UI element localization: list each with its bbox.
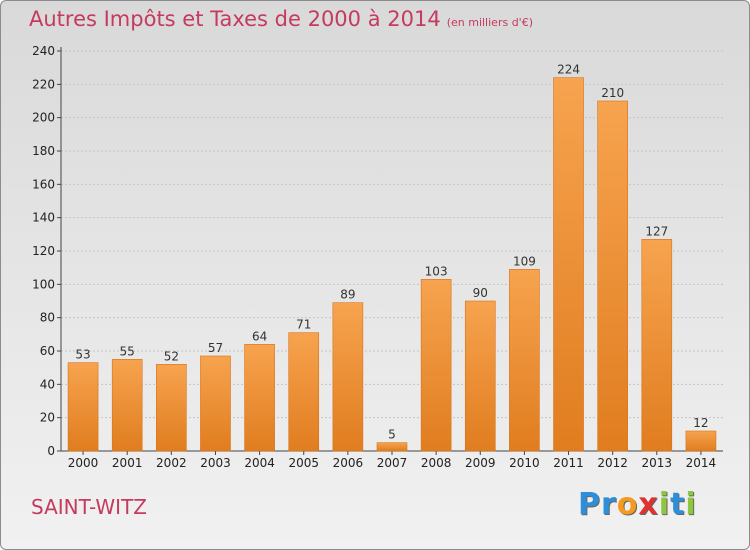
data-label-2000: 53 <box>75 348 90 362</box>
x-tick-label-2007: 2007 <box>377 456 408 470</box>
bars <box>67 77 717 452</box>
x-tick-label-2012: 2012 <box>597 456 628 470</box>
logo-letter: P <box>578 487 601 522</box>
x-tick-label-2014: 2014 <box>686 456 717 470</box>
logo-letter: t <box>670 487 686 522</box>
y-tick-label: 60 <box>40 344 55 358</box>
logo-letter: o <box>616 487 639 522</box>
data-label-2010: 109 <box>513 254 536 268</box>
x-tick-label-2013: 2013 <box>642 456 673 470</box>
y-tick-label: 180 <box>32 144 55 158</box>
x-tick-label-2005: 2005 <box>288 456 319 470</box>
y-tick-label: 40 <box>40 377 55 391</box>
chart-unit: (en milliers d'€) <box>446 16 533 29</box>
data-label-2005: 71 <box>296 318 311 332</box>
y-tick-label: 20 <box>40 411 55 425</box>
logo-letter: i <box>658 487 671 522</box>
data-label-2007: 5 <box>388 428 396 442</box>
bar-2003 <box>200 355 231 452</box>
logo-letter: x <box>638 487 659 522</box>
bar-2006 <box>332 302 364 452</box>
bar-2000 <box>67 362 99 452</box>
data-label-2014: 12 <box>693 416 708 430</box>
x-tick-label-2000: 2000 <box>68 456 99 470</box>
bar-2013 <box>641 239 673 452</box>
bar-2001 <box>111 359 143 452</box>
bar-2007 <box>376 442 408 452</box>
x-tick-label-2004: 2004 <box>244 456 275 470</box>
bar-2012 <box>597 100 628 452</box>
bar-2005 <box>288 332 320 452</box>
chart-title: Autres Impôts et Taxes de 2000 à 2014 (en… <box>29 7 533 31</box>
data-label-2003: 57 <box>208 341 223 355</box>
logo-letter: i <box>685 487 697 522</box>
data-label-2002: 52 <box>164 349 179 363</box>
bar-2010 <box>509 269 540 452</box>
labels: 0 20 40 60 80 100 120 140 160 180 200 220 240 53 2000 5… <box>32 44 716 470</box>
data-label-2012: 210 <box>601 86 624 100</box>
data-label-2001: 55 <box>120 344 135 358</box>
bar-2004 <box>244 344 275 452</box>
x-tick-label-2002: 2002 <box>156 456 187 470</box>
y-tick-label: 220 <box>32 77 55 91</box>
data-label-2008: 103 <box>425 264 448 278</box>
x-tick-label-2006: 2006 <box>333 456 364 470</box>
logo-letter: r <box>601 487 617 522</box>
x-tick-label-2003: 2003 <box>200 456 231 470</box>
x-tick-label-2010: 2010 <box>509 456 540 470</box>
x-tick-label-2011: 2011 <box>553 456 584 470</box>
y-tick-label: 200 <box>32 111 55 125</box>
x-tick-label-2001: 2001 <box>112 456 143 470</box>
data-label-2004: 64 <box>252 329 267 343</box>
y-tick-label: 160 <box>32 177 55 191</box>
y-tick-label: 140 <box>32 211 55 225</box>
data-label-2011: 224 <box>557 63 580 77</box>
commune-name: SAINT-WITZ <box>31 495 147 519</box>
bar-2002 <box>156 364 187 452</box>
y-tick-label: 80 <box>40 311 55 325</box>
y-tick-label: 100 <box>32 277 55 291</box>
data-label-2009: 90 <box>473 286 488 300</box>
proxiti-logo: Proxiti <box>578 487 697 522</box>
x-tick-label-2008: 2008 <box>421 456 452 470</box>
y-tick-label: 0 <box>47 444 55 458</box>
y-tick-label: 240 <box>32 44 55 58</box>
bar-2014 <box>685 430 717 452</box>
bar-2011 <box>553 77 584 452</box>
bar-2008 <box>420 279 452 452</box>
chart-title-text: Autres Impôts et Taxes de 2000 à 2014 <box>29 7 441 31</box>
data-label-2006: 89 <box>340 288 355 302</box>
y-tick-label: 120 <box>32 244 55 258</box>
bar-2009 <box>464 300 496 452</box>
x-tick-label-2009: 2009 <box>465 456 496 470</box>
data-label-2013: 127 <box>645 224 668 238</box>
